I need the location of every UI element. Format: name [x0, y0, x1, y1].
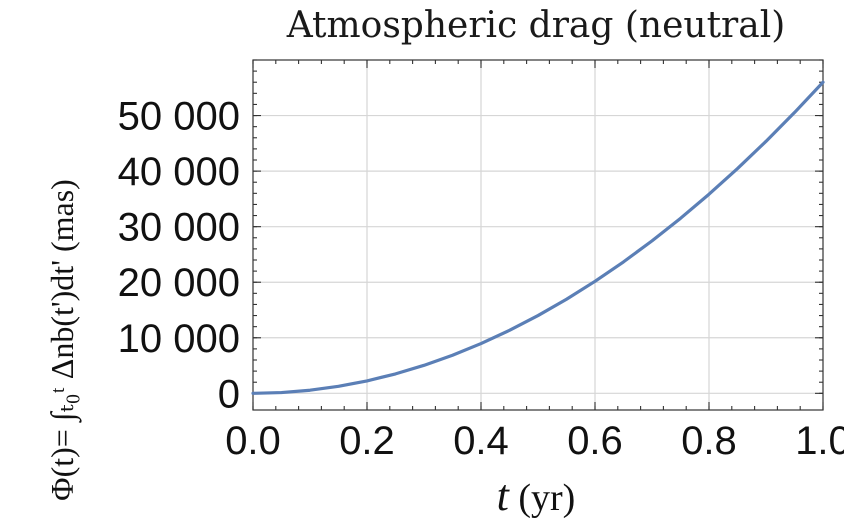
x-axis-label-unit: (yr)	[509, 477, 575, 519]
x-tick-label: 0.8	[681, 419, 737, 463]
y-tick-label: 0	[218, 372, 240, 416]
y-tick-label: 50 000	[118, 95, 240, 139]
x-tick-label: 0.6	[567, 419, 623, 463]
x-tick-label: 0.0	[225, 419, 281, 463]
x-tick-label: 0.2	[339, 419, 395, 463]
y-tick-label: 20 000	[118, 261, 240, 305]
y-tick-label: 30 000	[118, 206, 240, 250]
grid-lines	[253, 60, 823, 410]
x-tick-label: 1.0	[795, 419, 844, 463]
series-line	[251, 80, 825, 395]
x-axis-label-symbol: t	[497, 471, 511, 520]
y-tick-label: 40 000	[118, 150, 240, 194]
plot-frame	[252, 59, 824, 411]
y-tick-label: 10 000	[118, 317, 240, 361]
x-tick-labels: 0.0 0.2 0.4 0.6 0.8 1.0	[225, 419, 844, 463]
x-tick-label: 0.4	[453, 419, 509, 463]
chart-title: Atmospheric drag (neutral)	[286, 5, 786, 46]
x-axis-label: t (yr)	[497, 471, 576, 520]
y-tick-labels: 0 10 000 20 000 30 000 40 000 50 000	[118, 95, 240, 417]
axis-ticks	[252, 59, 824, 410]
y-axis-label: Φ(t)= ∫ₜ₀ᵗ Δnb(t')dt' (mas)	[44, 179, 82, 501]
